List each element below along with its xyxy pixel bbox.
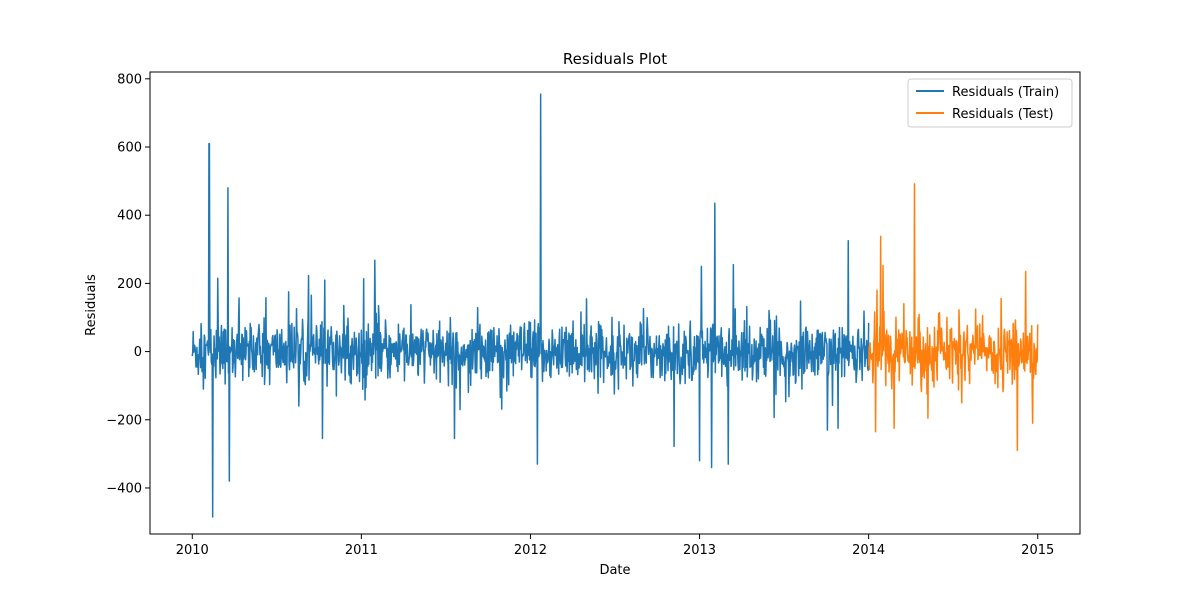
y-tick-label: 400 <box>117 209 142 224</box>
x-tick-label: 2010 <box>176 543 209 558</box>
plot-area <box>191 93 1039 518</box>
y-axis-ticks: −400 −200 0 200 400 600 800 <box>106 72 150 496</box>
y-tick-label: −400 <box>106 481 142 496</box>
y-tick-label: 200 <box>117 277 142 292</box>
legend: Residuals (Train) Residuals (Test) <box>907 78 1073 128</box>
y-axis-label: Residuals <box>84 274 99 336</box>
chart-title: Residuals Plot <box>563 50 667 68</box>
y-tick-label: −200 <box>106 413 142 428</box>
x-axis-label: Date <box>599 563 630 578</box>
y-tick-label: 600 <box>117 141 142 156</box>
x-tick-label: 2012 <box>514 543 547 558</box>
x-tick-label: 2013 <box>683 543 716 558</box>
x-tick-label: 2014 <box>852 543 885 558</box>
legend-label-train: Residuals (Train) <box>952 85 1059 100</box>
x-tick-label: 2015 <box>1021 543 1054 558</box>
x-tick-label: 2011 <box>345 543 378 558</box>
legend-label-test: Residuals (Test) <box>952 107 1054 122</box>
legend-box <box>907 78 1073 128</box>
y-tick-label: 0 <box>134 345 142 360</box>
series-line-test <box>867 183 1039 452</box>
series-line-train <box>191 93 870 518</box>
y-tick-label: 800 <box>117 72 142 87</box>
x-axis-ticks: 2010 2011 2012 2013 2014 2015 <box>176 534 1054 558</box>
plot-frame <box>149 71 1081 535</box>
